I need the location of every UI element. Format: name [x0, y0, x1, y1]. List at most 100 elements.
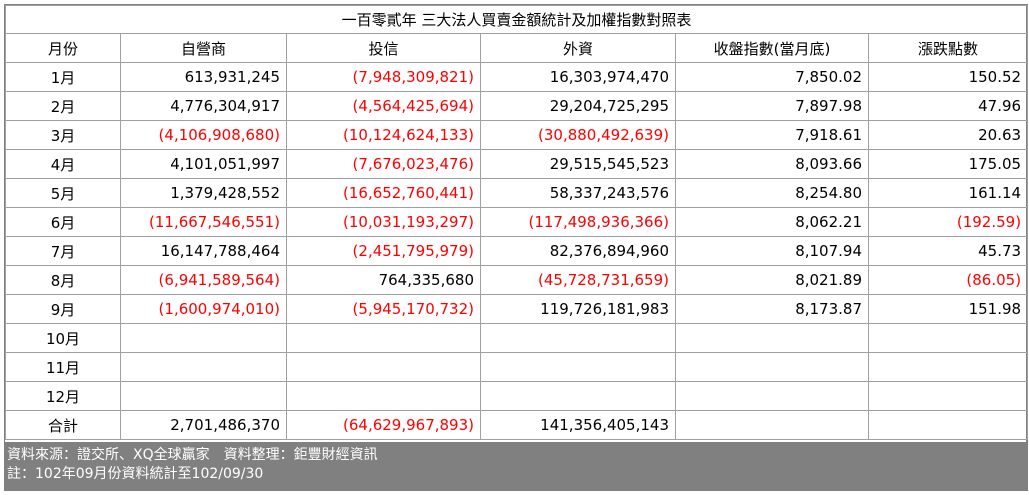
- dealer-cell: 4,101,051,997: [120, 149, 287, 179]
- table-row: 9月 (1,600,974,010) (5,945,170,732) 119,726,…: [5, 294, 1029, 324]
- change-cell: (86.05): [867, 265, 1029, 295]
- month-cell: 7月: [5, 236, 121, 266]
- index-cell: 8,107.94: [675, 236, 869, 266]
- table-row: 4月 4,101,051,997 (7,676,023,476) 29,515,545…: [5, 149, 1029, 179]
- foreign-cell: (30,880,492,639): [480, 120, 676, 150]
- index-cell: 8,254.80: [675, 178, 869, 208]
- change-cell: 47.96: [867, 91, 1029, 121]
- month-cell: 2月: [5, 91, 121, 121]
- table-row: 2月 4,776,304,917 (4,564,425,694) 29,204,725…: [5, 91, 1029, 121]
- dealer-cell: (6,941,589,564): [120, 265, 287, 295]
- header-change: 漲跌點數: [867, 33, 1029, 63]
- month-cell: 12月: [5, 381, 121, 411]
- change-cell: [867, 410, 1029, 440]
- trust-cell: 764,335,680: [286, 265, 481, 295]
- table-row: 7月 16,147,788,464 (2,451,795,979) 82,376,89…: [5, 236, 1029, 266]
- index-cell: [675, 352, 869, 382]
- index-cell: [675, 410, 869, 440]
- change-cell: 161.14: [867, 178, 1029, 208]
- trust-cell: [286, 381, 481, 411]
- dealer-cell: 4,776,304,917: [120, 91, 287, 121]
- trust-cell: (7,948,309,821): [286, 62, 481, 92]
- index-cell: 8,173.87: [675, 294, 869, 324]
- table-row: 10月: [5, 323, 1029, 353]
- month-cell: 9月: [5, 294, 121, 324]
- change-cell: 45.73: [867, 236, 1029, 266]
- table-row: 11月: [5, 352, 1029, 382]
- foreign-cell: 16,303,974,470: [480, 62, 676, 92]
- report-frame: 一百零貳年 三大法人買賣金額統計及加權指數對照表 月份 自營商 投信 外資 收盤…: [4, 4, 1029, 491]
- month-cell: 4月: [5, 149, 121, 179]
- table-row: 5月 1,379,428,552 (16,652,760,441) 58,337,24…: [5, 178, 1029, 208]
- change-cell: 175.05: [867, 149, 1029, 179]
- trust-cell: (7,676,023,476): [286, 149, 481, 179]
- index-cell: 7,918.61: [675, 120, 869, 150]
- trust-cell: (5,945,170,732): [286, 294, 481, 324]
- foreign-cell: 29,515,545,523: [480, 149, 676, 179]
- change-cell: 20.63: [867, 120, 1029, 150]
- index-cell: 8,093.66: [675, 149, 869, 179]
- change-cell: 151.98: [867, 294, 1029, 324]
- table-title: 一百零貳年 三大法人買賣金額統計及加權指數對照表: [4, 5, 1029, 34]
- month-cell: 11月: [5, 352, 121, 382]
- month-cell: 10月: [5, 323, 121, 353]
- month-cell: 合計: [5, 410, 121, 440]
- trust-cell: [286, 352, 481, 382]
- foreign-cell: 141,356,405,143: [480, 410, 676, 440]
- institutional-trading-table: 一百零貳年 三大法人買賣金額統計及加權指數對照表 月份 自營商 投信 外資 收盤…: [4, 5, 1029, 440]
- trust-cell: (10,124,624,133): [286, 120, 481, 150]
- index-cell: 8,021.89: [675, 265, 869, 295]
- trust-cell: (2,451,795,979): [286, 236, 481, 266]
- header-row: 月份 自營商 投信 外資 收盤指數(當月底) 漲跌點數: [5, 33, 1029, 63]
- footer-notes: 資料來源：證交所、XQ全球贏家 資料整理：鉅豐財經資訊 註：102年09月份資料…: [5, 442, 1026, 490]
- month-cell: 5月: [5, 178, 121, 208]
- dealer-cell: [120, 381, 287, 411]
- total-row: 合計 2,701,486,370 (64,629,967,893) 141,356,4…: [5, 410, 1029, 440]
- trust-cell: (64,629,967,893): [286, 410, 481, 440]
- table-row: 3月 (4,106,908,680) (10,124,624,133) (30,880…: [5, 120, 1029, 150]
- month-cell: 3月: [5, 120, 121, 150]
- month-cell: 8月: [5, 265, 121, 295]
- trust-cell: [286, 323, 481, 353]
- dealer-cell: [120, 352, 287, 382]
- index-cell: 8,062.21: [675, 207, 869, 237]
- change-cell: [867, 381, 1029, 411]
- dealer-cell: 16,147,788,464: [120, 236, 287, 266]
- header-index: 收盤指數(當月底): [675, 33, 869, 63]
- index-cell: 7,897.98: [675, 91, 869, 121]
- trust-cell: (10,031,193,297): [286, 207, 481, 237]
- header-trust: 投信: [286, 33, 481, 63]
- change-cell: 150.52: [867, 62, 1029, 92]
- header-month: 月份: [5, 33, 121, 63]
- trust-cell: (4,564,425,694): [286, 91, 481, 121]
- change-cell: [867, 323, 1029, 353]
- index-cell: [675, 323, 869, 353]
- foreign-cell: (117,498,936,366): [480, 207, 676, 237]
- foreign-cell: [480, 352, 676, 382]
- foreign-cell: (45,728,731,659): [480, 265, 676, 295]
- foreign-cell: [480, 323, 676, 353]
- dealer-cell: 2,701,486,370: [120, 410, 287, 440]
- date-note: 註：102年09月份資料統計至102/09/30: [7, 466, 264, 482]
- month-cell: 6月: [5, 207, 121, 237]
- foreign-cell: 29,204,725,295: [480, 91, 676, 121]
- dealer-cell: 613,931,245: [120, 62, 287, 92]
- dealer-cell: (4,106,908,680): [120, 120, 287, 150]
- source-note: 資料來源：證交所、XQ全球贏家 資料整理：鉅豐財經資訊: [7, 447, 378, 463]
- table-row: 6月 (11,667,546,551) (10,031,193,297) (117,4…: [5, 207, 1029, 237]
- month-cell: 1月: [5, 62, 121, 92]
- trust-cell: (16,652,760,441): [286, 178, 481, 208]
- dealer-cell: [120, 323, 287, 353]
- foreign-cell: 82,376,894,960: [480, 236, 676, 266]
- index-cell: [675, 381, 869, 411]
- change-cell: [867, 352, 1029, 382]
- foreign-cell: 58,337,243,576: [480, 178, 676, 208]
- index-cell: 7,850.02: [675, 62, 869, 92]
- table-row: 8月 (6,941,589,564) 764,335,680 (45,728,731,…: [5, 265, 1029, 295]
- title-row: 一百零貳年 三大法人買賣金額統計及加權指數對照表: [4, 5, 1029, 34]
- table-row: 12月: [5, 381, 1029, 411]
- foreign-cell: [480, 381, 676, 411]
- dealer-cell: (11,667,546,551): [120, 207, 287, 237]
- change-cell: (192.59): [867, 207, 1029, 237]
- header-dealer: 自營商: [120, 33, 287, 63]
